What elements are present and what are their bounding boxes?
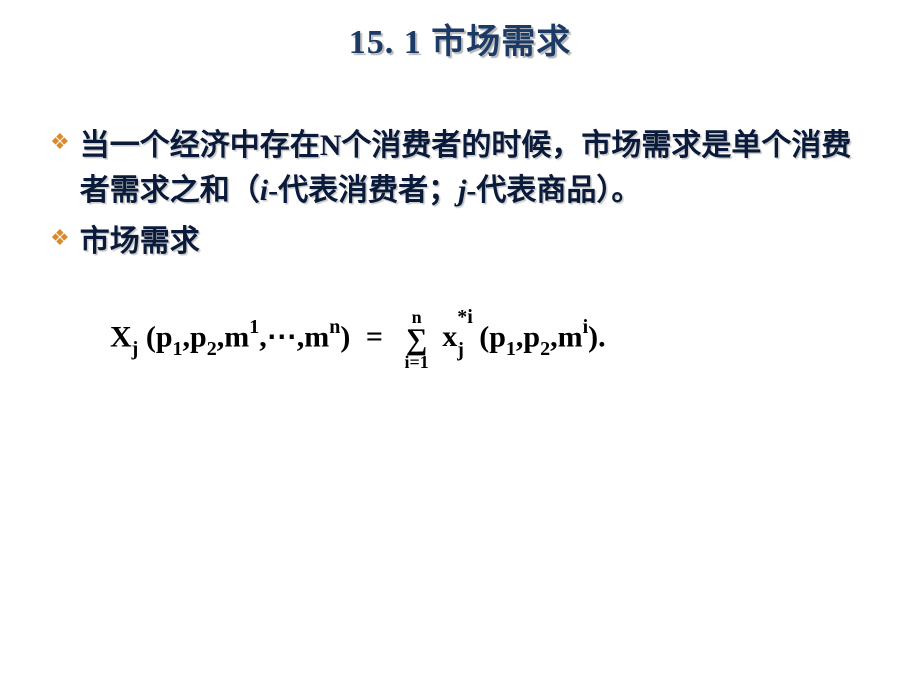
formula-sub-2: 2 <box>540 338 550 360</box>
content-area: ❖ 当一个经济中存在N个消费者的时候，市场需求是单个消费者需求之和（i-代表消费… <box>0 63 920 371</box>
formula-p: p <box>489 320 506 353</box>
formula-dot: . <box>598 320 606 353</box>
sigma-icon: ∑ <box>404 326 428 353</box>
formula-m: m <box>558 320 583 353</box>
formula-sup-n: n <box>329 316 340 338</box>
var-i: i <box>260 174 268 207</box>
formula-sub-2: 2 <box>207 338 217 360</box>
formula-p: p <box>523 320 540 353</box>
formula-sub-j: j <box>132 338 139 360</box>
formula: Xj (p1,p2,m1,⋯,mn) = n ∑ i=1 x *i j (p1,… <box>50 308 870 371</box>
formula-dots: ,⋯, <box>259 320 304 353</box>
formula-X: X <box>110 320 132 353</box>
formula-p: p <box>190 320 207 353</box>
formula-x-supsub: x *i j <box>442 320 457 354</box>
sigma-lower: i=1 <box>404 353 428 371</box>
formula-sub-1: 1 <box>173 338 183 360</box>
bullet-text-2: 市场需求 <box>80 219 200 264</box>
diamond-bullet-icon: ❖ <box>50 129 70 155</box>
formula-m: m <box>304 320 329 353</box>
formula-equals: = <box>366 320 383 353</box>
text-fragment: -代表商品）。 <box>466 174 641 207</box>
slide-title: 15. 1 市场需求 <box>0 0 920 63</box>
bullet-text-1: 当一个经济中存在N个消费者的时候，市场需求是单个消费者需求之和（i-代表消费者；… <box>80 123 870 213</box>
sigma-block: n ∑ i=1 <box>404 308 428 371</box>
formula-p: p <box>156 320 173 353</box>
formula-sup-star-i: *i <box>457 306 473 329</box>
formula-sub-1: 1 <box>506 338 516 360</box>
formula-m: m <box>224 320 249 353</box>
diamond-bullet-icon: ❖ <box>50 225 70 251</box>
bullet-item-1: ❖ 当一个经济中存在N个消费者的时候，市场需求是单个消费者需求之和（i-代表消费… <box>50 123 870 213</box>
formula-sup-1: 1 <box>249 316 259 338</box>
formula-sup-i: i <box>583 316 589 338</box>
formula-x: x <box>442 320 457 353</box>
bullet-item-2: ❖ 市场需求 <box>50 219 870 264</box>
text-fragment: -代表消费者； <box>268 174 458 207</box>
formula-sub-j: j <box>457 339 464 362</box>
